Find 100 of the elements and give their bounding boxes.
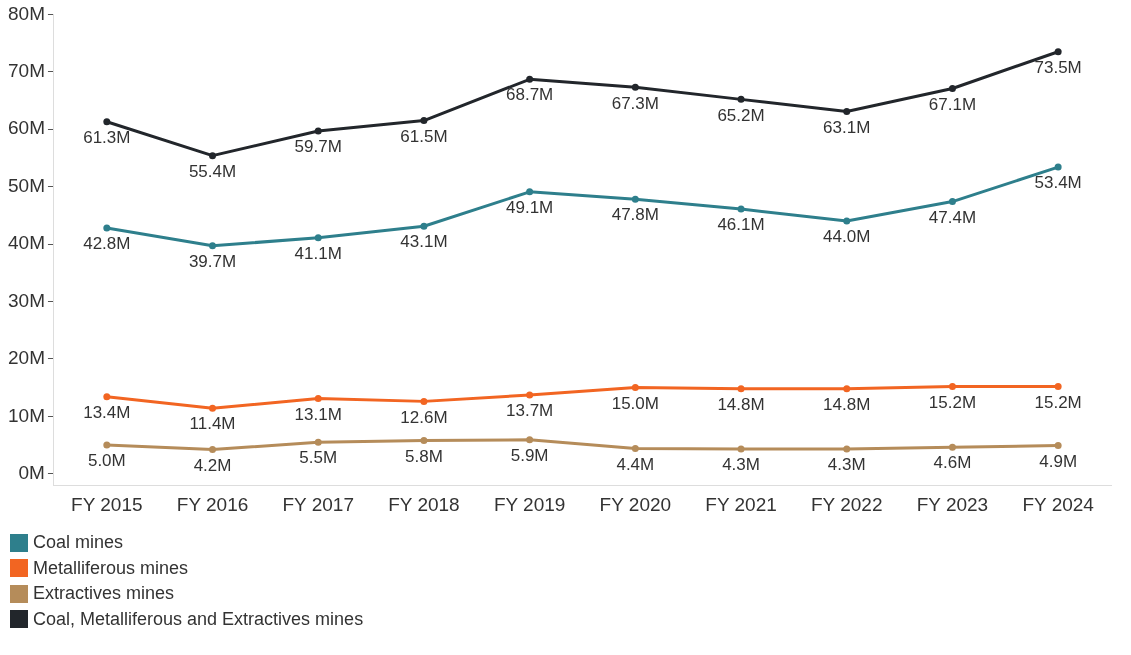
y-tick-label: 80M — [7, 2, 45, 24]
data-label: 12.6M — [400, 407, 448, 427]
data-label: 4.6M — [933, 453, 972, 473]
data-label: 61.3M — [83, 127, 131, 147]
x-tick-label: FY 2015 — [71, 493, 143, 515]
y-tick-label: 20M — [7, 347, 45, 369]
data-label: 42.8M — [83, 234, 131, 254]
point — [1054, 442, 1062, 450]
data-label: 15.2M — [1034, 392, 1082, 412]
x-tick-label: FY 2021 — [705, 493, 777, 515]
data-label: 63.1M — [823, 117, 871, 137]
point — [526, 391, 534, 399]
data-label: 46.1M — [717, 215, 765, 235]
data-label: 14.8M — [717, 394, 765, 414]
legend-label: Metalliferous mines — [33, 557, 189, 579]
point — [631, 83, 639, 91]
x-tick-label: FY 2017 — [282, 493, 354, 515]
y-tick-label: 60M — [7, 117, 45, 139]
data-label: 4.4M — [616, 454, 655, 474]
point — [420, 222, 428, 230]
data-label: 59.7M — [294, 137, 342, 157]
point — [631, 195, 639, 203]
y-tick-label: 10M — [7, 404, 45, 426]
x-tick-label: FY 2018 — [388, 493, 460, 515]
point — [314, 438, 322, 446]
data-label: 5.9M — [510, 446, 549, 466]
point — [843, 107, 851, 115]
data-label: 13.4M — [83, 402, 131, 422]
point — [737, 445, 745, 453]
data-label: 47.4M — [928, 207, 977, 227]
data-label: 41.1M — [294, 243, 342, 263]
legend-label: Extractives mines — [33, 583, 175, 605]
point — [737, 385, 745, 393]
data-label: 4.3M — [722, 455, 760, 475]
x-tick-label: FY 2019 — [493, 493, 566, 515]
data-label: 5.0M — [87, 451, 126, 471]
point — [209, 446, 217, 454]
point — [526, 436, 534, 444]
point — [103, 224, 111, 232]
point — [631, 444, 639, 452]
data-label: 47.8M — [611, 205, 659, 225]
point — [526, 75, 534, 83]
point — [314, 234, 322, 242]
point — [103, 441, 111, 449]
point — [843, 217, 851, 225]
point — [209, 242, 217, 250]
point — [420, 436, 428, 444]
data-label: 4.3M — [827, 455, 866, 475]
point — [737, 95, 745, 103]
point — [420, 117, 428, 125]
y-tick-label: 50M — [7, 174, 45, 196]
point — [737, 205, 745, 213]
point — [1054, 163, 1062, 171]
point — [209, 152, 217, 160]
x-tick-label: FY 2023 — [916, 493, 989, 515]
data-label: 11.4M — [189, 414, 236, 434]
y-tick-label: 0M — [18, 461, 45, 483]
point — [948, 84, 956, 92]
x-tick-label: FY 2024 — [1022, 493, 1095, 515]
point — [420, 397, 428, 405]
point — [948, 443, 956, 451]
point — [843, 385, 851, 393]
data-label: 14.8M — [823, 394, 871, 414]
legend-label: Coal, Metalliferous and Extractives mines — [33, 608, 364, 630]
point — [314, 395, 322, 402]
data-label: 73.5M — [1034, 57, 1082, 77]
x-tick-label: FY 2020 — [599, 493, 672, 515]
data-label: 5.5M — [299, 448, 338, 468]
point — [103, 118, 111, 126]
data-label: 44.0M — [823, 227, 871, 247]
data-label: 4.9M — [1039, 451, 1078, 471]
point — [314, 127, 322, 135]
point — [1054, 48, 1062, 56]
point — [843, 445, 851, 453]
data-label: 13.1M — [294, 404, 342, 424]
point — [948, 198, 956, 206]
point — [526, 188, 534, 196]
point — [103, 393, 111, 401]
data-label: 53.4M — [1034, 173, 1082, 193]
data-label: 68.7M — [506, 85, 554, 105]
data-label: 15.2M — [928, 392, 977, 412]
y-tick-label: 30M — [7, 289, 45, 311]
data-label: 67.1M — [928, 94, 977, 114]
data-label: 55.4M — [188, 161, 237, 181]
legend-label: Coal mines — [33, 532, 124, 554]
data-label: 43.1M — [400, 232, 448, 252]
data-label: 61.5M — [400, 126, 448, 146]
x-tick-label: FY 2022 — [811, 493, 883, 515]
data-label: 5.8M — [405, 446, 443, 466]
data-label: 4.2M — [193, 455, 232, 475]
point — [631, 384, 639, 392]
y-tick-label: 70M — [7, 60, 45, 82]
data-label: 39.7M — [188, 251, 237, 271]
data-label: 13.7M — [506, 401, 554, 421]
point — [1054, 382, 1062, 390]
point — [948, 382, 956, 390]
data-label: 15.0M — [611, 393, 659, 413]
data-label: 49.1M — [506, 198, 554, 217]
x-tick-label: FY 2016 — [176, 493, 249, 515]
data-label: 65.2M — [717, 105, 765, 125]
